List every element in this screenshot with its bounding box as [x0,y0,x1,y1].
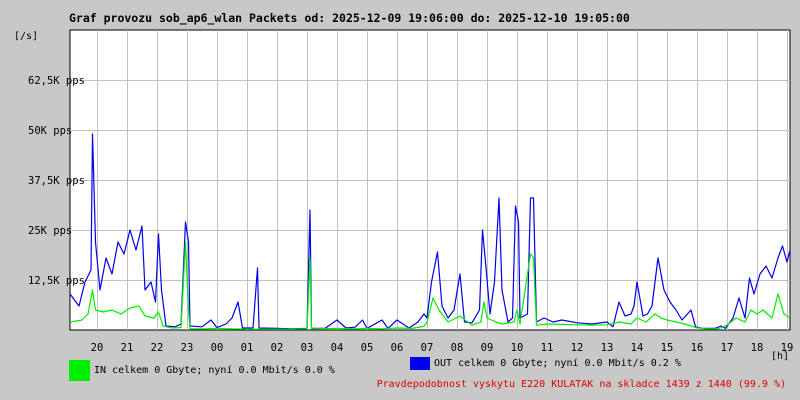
x-tick-label: 16 [691,342,704,354]
x-tick-label: 03 [301,342,314,354]
x-tick-label: 07 [421,342,434,354]
x-tick-label: 15 [661,342,674,354]
x-tick-label: 19 [781,342,794,354]
x-tick-label: 09 [481,342,494,354]
legend-in: IN celkem 0 Gbyte; nyní 0.0 Mbit/s 0.0 % [69,360,335,381]
x-tick-label: 00 [211,342,224,354]
y-tick-label: 12,5K pps [28,275,85,287]
x-tick-label: 08 [451,342,464,354]
y-tick-label: 62,5K pps [28,75,85,87]
y-tick-labels: 12,5K pps 25K pps 37,5K pps 50K pps 62,5K pp… [28,75,85,287]
series-line-in [69,241,791,330]
x-tick-label: 22 [151,342,164,354]
footer-note: Pravdepodobnost vyskytu E220 KULATAK na … [376,379,786,390]
x-tick-label: 23 [181,342,194,354]
gridlines [70,30,790,330]
x-tick-label: 10 [511,342,524,354]
y-tick-label: 37,5K pps [28,175,85,187]
series-line-out [69,133,791,330]
x-tick-labels: 20 21 22 23 00 01 02 03 04 05 06 07 08 09 10 11 12 13 14 15… [91,342,794,354]
legend-in-label: IN celkem 0 Gbyte; nyní 0.0 Mbit/s 0.0 % [94,365,335,376]
x-tick-label: 12 [571,342,584,354]
x-tick-label: 18 [751,342,764,354]
x-tick-label: 20 [91,342,104,354]
legend-out-swatch [410,357,430,370]
legend-out: OUT celkem 0 Gbyte; nyní 0.0 Mbit/s 0.2 … [410,357,681,370]
x-tick-label: 02 [271,342,284,354]
x-tick-label: 13 [601,342,614,354]
y-axis-unit: [/s] [14,31,39,42]
legend-out-label: OUT celkem 0 Gbyte; nyní 0.0 Mbit/s 0.2 … [434,358,681,369]
chart-title: Graf provozu sob_ap6_wlan Packets od: 20… [69,11,630,25]
x-tick-label: 04 [331,342,344,354]
x-axis-unit: [h] [771,351,790,362]
x-tick-label: 21 [121,342,134,354]
y-tick-label: 25K pps [28,225,72,237]
x-tick-label: 01 [241,342,254,354]
x-tick-label: 11 [541,342,554,354]
x-tick-label: 14 [631,342,644,354]
x-tick-label: 17 [721,342,734,354]
x-tick-label: 05 [361,342,374,354]
x-tick-label: 06 [391,342,404,354]
y-tick-label: 50K pps [28,125,72,137]
series-group [69,133,791,330]
legend-in-swatch [69,360,90,381]
